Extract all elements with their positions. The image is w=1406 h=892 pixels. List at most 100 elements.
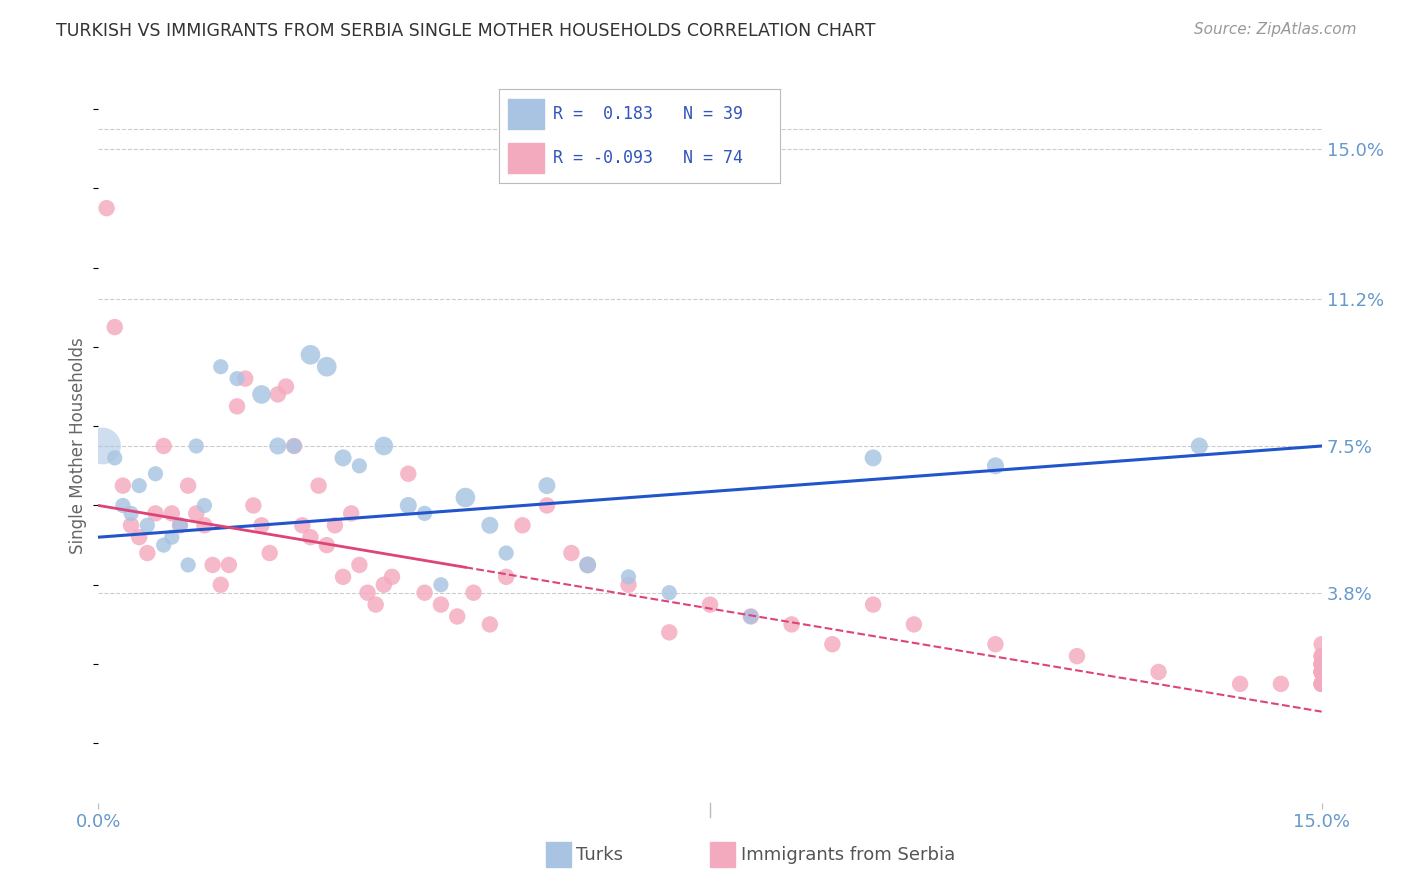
Point: [308, 478, 330, 492]
Point: [177, 478, 200, 492]
Point: [209, 359, 232, 374]
Point: [536, 478, 558, 492]
Point: [323, 518, 346, 533]
Text: Immigrants from Serbia: Immigrants from Serbia: [741, 846, 955, 863]
Point: [226, 371, 249, 385]
Point: [495, 570, 517, 584]
Point: [201, 558, 224, 572]
Point: [111, 499, 134, 513]
Point: [478, 518, 501, 533]
Point: [250, 518, 273, 533]
Point: [299, 530, 322, 544]
Point: [128, 530, 150, 544]
Point: [259, 546, 281, 560]
Point: [495, 546, 517, 560]
Point: [299, 348, 322, 362]
Point: [226, 400, 249, 414]
Point: [862, 598, 884, 612]
Text: Turks: Turks: [576, 846, 623, 863]
Point: [169, 518, 191, 533]
Point: [658, 625, 681, 640]
Point: [1310, 677, 1333, 691]
Point: [373, 439, 395, 453]
Point: [291, 518, 314, 533]
Point: [478, 617, 501, 632]
Point: [274, 379, 297, 393]
Point: [381, 570, 404, 584]
Point: [984, 637, 1007, 651]
Point: [193, 499, 215, 513]
Point: [1310, 677, 1333, 691]
Point: [340, 507, 363, 521]
Point: [315, 359, 337, 374]
Point: [1066, 649, 1088, 664]
Point: [152, 439, 174, 453]
Point: [1310, 657, 1333, 671]
Point: [463, 585, 485, 599]
Point: [984, 458, 1007, 473]
Point: [413, 507, 436, 521]
Point: [145, 467, 167, 481]
Point: [1310, 665, 1333, 679]
Point: [136, 546, 159, 560]
Point: [536, 499, 558, 513]
Point: [1310, 677, 1333, 691]
Bar: [508, 98, 544, 129]
Point: [413, 585, 436, 599]
Text: R = -0.093   N = 74: R = -0.093 N = 74: [553, 149, 742, 167]
Bar: [508, 143, 544, 173]
Point: [1310, 677, 1333, 691]
Point: [903, 617, 925, 632]
Point: [218, 558, 240, 572]
Point: [193, 518, 215, 533]
Point: [315, 538, 337, 552]
Point: [821, 637, 844, 651]
Point: [780, 617, 803, 632]
Point: [96, 201, 118, 215]
Point: [349, 558, 371, 572]
Point: [1270, 677, 1292, 691]
Point: [177, 558, 200, 572]
Point: [1310, 637, 1333, 651]
Point: [430, 578, 453, 592]
Point: [560, 546, 582, 560]
Point: [128, 478, 150, 492]
Point: [373, 578, 395, 592]
Point: [169, 518, 191, 533]
Point: [364, 598, 387, 612]
Point: [1310, 657, 1333, 671]
Point: [120, 507, 142, 521]
Point: [446, 609, 468, 624]
Point: [396, 499, 419, 513]
Point: [332, 570, 354, 584]
Text: R =  0.183   N = 39: R = 0.183 N = 39: [553, 104, 742, 122]
Point: [576, 558, 599, 572]
Point: [242, 499, 264, 513]
Point: [740, 609, 762, 624]
Point: [356, 585, 378, 599]
Point: [267, 387, 290, 401]
Point: [1310, 665, 1333, 679]
Point: [1188, 439, 1211, 453]
Point: [91, 439, 114, 453]
Point: [160, 530, 183, 544]
Point: [186, 439, 208, 453]
Point: [104, 320, 127, 334]
Point: [349, 458, 371, 473]
Y-axis label: Single Mother Households: Single Mother Households: [69, 338, 87, 554]
Point: [111, 478, 134, 492]
Point: [740, 609, 762, 624]
Point: [1147, 665, 1170, 679]
Point: [1310, 665, 1333, 679]
Point: [617, 578, 640, 592]
Point: [332, 450, 354, 465]
Point: [862, 450, 884, 465]
Point: [145, 507, 167, 521]
Point: [209, 578, 232, 592]
Point: [454, 491, 477, 505]
Point: [1310, 665, 1333, 679]
Text: Source: ZipAtlas.com: Source: ZipAtlas.com: [1194, 22, 1357, 37]
Point: [267, 439, 290, 453]
Point: [120, 518, 142, 533]
Point: [283, 439, 305, 453]
